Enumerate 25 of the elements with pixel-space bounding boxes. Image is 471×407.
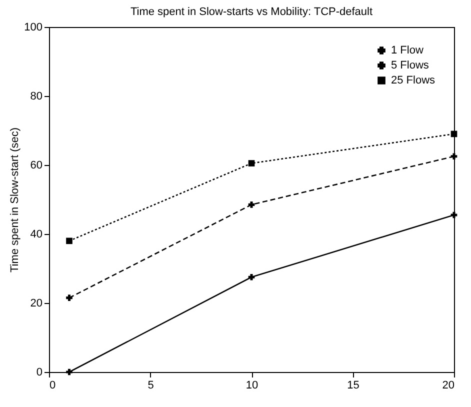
y-tick-label: 80	[30, 90, 42, 102]
y-tick-label: 100	[24, 22, 42, 34]
y-tick-label: 40	[30, 228, 42, 240]
point	[450, 212, 458, 218]
point	[66, 294, 72, 301]
y-tick-label: 20	[30, 298, 42, 310]
point	[248, 160, 255, 166]
x-tick-label: 5	[148, 380, 154, 392]
y-tick-label: 60	[30, 160, 42, 172]
x-tick-label: 20	[442, 380, 454, 392]
point	[450, 153, 458, 160]
x-tick-label: 15	[347, 380, 360, 392]
point	[248, 274, 255, 280]
legend-label: 5 Flows	[391, 60, 430, 72]
legend-label: 1 Flow	[391, 44, 424, 56]
legend-label: 25 Flows	[391, 74, 436, 86]
point	[450, 130, 458, 138]
y-axis-title: Time spent in Slow-start (sec)	[9, 127, 22, 273]
point	[248, 202, 255, 208]
y-tick-label: 0	[36, 366, 42, 378]
point	[66, 238, 72, 244]
chart-title: Time spent in Slow-starts vs Mobility: TCP-default	[130, 6, 373, 18]
x-tick-label: 0	[50, 380, 56, 392]
point	[66, 368, 72, 376]
x-tick-label: 10	[246, 380, 258, 392]
